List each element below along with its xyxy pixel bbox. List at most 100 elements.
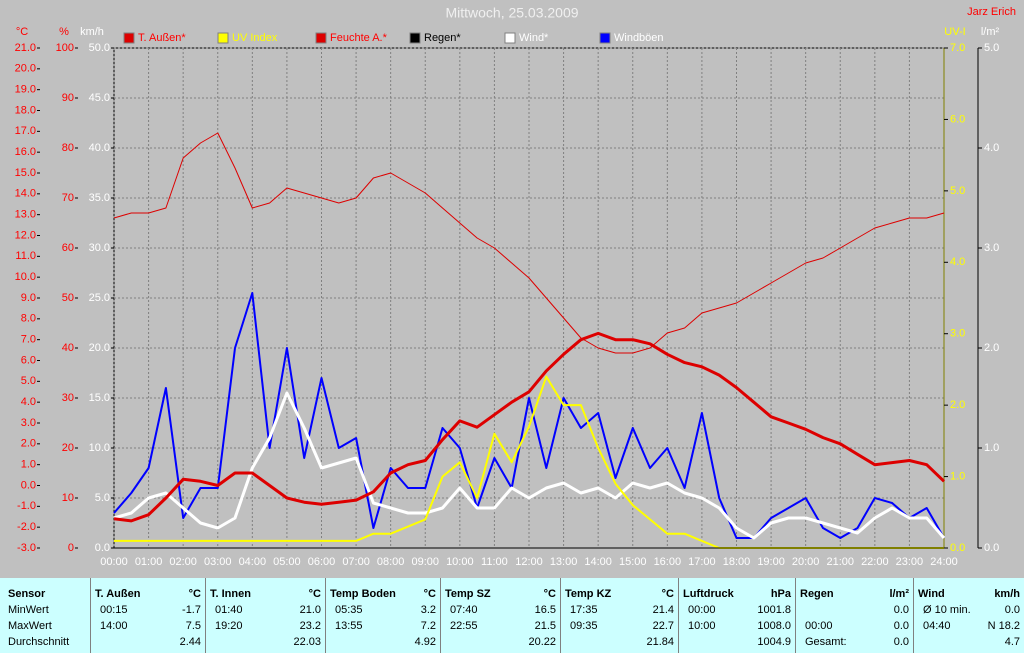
- y-tick-label: 3.0: [984, 242, 999, 254]
- y-tick-label: 20: [62, 442, 74, 454]
- row-label: Sensor: [8, 588, 46, 600]
- cell-value: 22.7: [652, 620, 674, 632]
- y-tick-label: -1.0: [17, 500, 36, 512]
- cell-time: 17:35: [570, 604, 598, 616]
- cell-value: 4.7: [1004, 636, 1020, 648]
- x-tick-label: 02:00: [169, 556, 197, 568]
- cell-value: 16.5: [534, 604, 556, 616]
- x-tick-label: 18:00: [723, 556, 751, 568]
- x-tick-label: 14:00: [584, 556, 612, 568]
- section-title: Temp SZ: [445, 588, 491, 600]
- section-unit: °C: [188, 588, 201, 600]
- x-tick-label: 09:00: [411, 556, 439, 568]
- y-tick-label: 40.0: [89, 142, 110, 154]
- y-tick-label: 1.0: [21, 459, 36, 471]
- y-tick-label: 15.0: [89, 392, 110, 404]
- cell-value: 0.0: [893, 620, 909, 632]
- row-label: MaxWert: [8, 620, 52, 632]
- series-line: [113, 331, 946, 523]
- axis-label: °C: [16, 26, 28, 38]
- legend-label: UV Index: [232, 32, 278, 44]
- y-tick-label: 1.0: [950, 470, 965, 482]
- legend-swatch: [315, 32, 327, 44]
- y-tick-label: -3.0: [17, 542, 36, 554]
- column-separator: [913, 578, 914, 653]
- y-tick-label: 10: [62, 492, 74, 504]
- section-title: Temp Boden: [330, 588, 396, 600]
- row-label: Durchschnitt: [8, 636, 70, 648]
- cell-value: 21.4: [652, 604, 674, 616]
- section-title: Wind: [918, 588, 945, 600]
- x-tick-label: 08:00: [377, 556, 405, 568]
- axis-label: l/m²: [981, 26, 1000, 38]
- y-tick-label: 13.0: [15, 209, 36, 221]
- x-tick-label: 00:00: [100, 556, 128, 568]
- x-tick-label: 06:00: [308, 556, 336, 568]
- y-tick-label: 7.0: [950, 42, 965, 54]
- cell-time: 22:55: [450, 620, 478, 632]
- x-tick-label: 21:00: [826, 556, 854, 568]
- x-tick-label: 24:00: [930, 556, 958, 568]
- y-tick-label: 10.0: [89, 442, 110, 454]
- y-tick-label: 2.0: [984, 342, 999, 354]
- y-tick-label: 100: [56, 42, 74, 54]
- y-tick-label: 30: [62, 392, 74, 404]
- y-tick-label: 17.0: [15, 125, 36, 137]
- y-tick-label: 21.0: [15, 42, 36, 54]
- chart-title: Mittwoch, 25.03.2009: [445, 5, 578, 21]
- x-tick-label: 13:00: [550, 556, 578, 568]
- series-line: [113, 132, 945, 354]
- y-tick-label: 0.0: [95, 542, 110, 554]
- x-tick-label: 11:00: [481, 556, 508, 568]
- row-label: MinWert: [8, 604, 49, 616]
- x-tick-label: 03:00: [204, 556, 232, 568]
- x-tick-label: 20:00: [792, 556, 820, 568]
- x-tick-label: 05:00: [273, 556, 301, 568]
- legend-swatch: [599, 32, 611, 44]
- y-tick-label: 60: [62, 242, 74, 254]
- cell-time: 14:00: [100, 620, 128, 632]
- y-tick-label: 18.0: [15, 104, 36, 116]
- section-unit: °C: [543, 588, 556, 600]
- column-separator: [795, 578, 796, 653]
- y-tick-label: 90: [62, 92, 74, 104]
- y-tick-label: 0.0: [21, 479, 36, 491]
- cell-value: 3.2: [420, 604, 436, 616]
- cell-time: 13:55: [335, 620, 363, 632]
- y-tick-label: 3.0: [950, 328, 965, 340]
- author: Jarz Erich: [967, 6, 1016, 18]
- y-tick-label: 0.0: [950, 542, 965, 554]
- y-tick-label: 5.0: [984, 42, 999, 54]
- legend-label: Feuchte A.*: [330, 32, 388, 44]
- section-unit: °C: [423, 588, 436, 600]
- cell-time: 19:20: [215, 620, 243, 632]
- cell-time: 05:35: [335, 604, 363, 616]
- cell-value: 7.2: [420, 620, 436, 632]
- y-tick-label: 2.0: [21, 438, 36, 450]
- y-tick-label: 6.0: [950, 113, 965, 125]
- section-title: T. Außen: [95, 588, 141, 600]
- y-tick-label: 9.0: [21, 292, 36, 304]
- y-tick-label: 5.0: [950, 185, 965, 197]
- y-tick-label: 19.0: [15, 84, 36, 96]
- cell-value: 0.0: [893, 636, 909, 648]
- y-tick-label: 30.0: [89, 242, 110, 254]
- cell-value: 1004.9: [757, 636, 791, 648]
- cell-value: -1.7: [182, 604, 201, 616]
- section-unit: °C: [661, 588, 674, 600]
- cell-value: N 18.2: [987, 620, 1020, 632]
- cell-value: 4.92: [414, 636, 436, 648]
- y-tick-label: 20.0: [15, 63, 36, 75]
- y-tick-label: 11.0: [15, 250, 36, 262]
- section-unit: °C: [308, 588, 321, 600]
- y-tick-label: 25.0: [89, 292, 110, 304]
- y-tick-label: 2.0: [950, 399, 965, 411]
- y-tick-label: 50: [62, 292, 74, 304]
- section-title: Regen: [800, 588, 834, 600]
- summary-table: Sensor MinWert MaxWert Durchschnitt T. Außen…: [0, 578, 1024, 653]
- column-separator: [90, 578, 91, 653]
- cell-time: 01:40: [215, 604, 243, 616]
- section-unit: km/h: [994, 588, 1020, 600]
- y-tick-label: 45.0: [89, 92, 110, 104]
